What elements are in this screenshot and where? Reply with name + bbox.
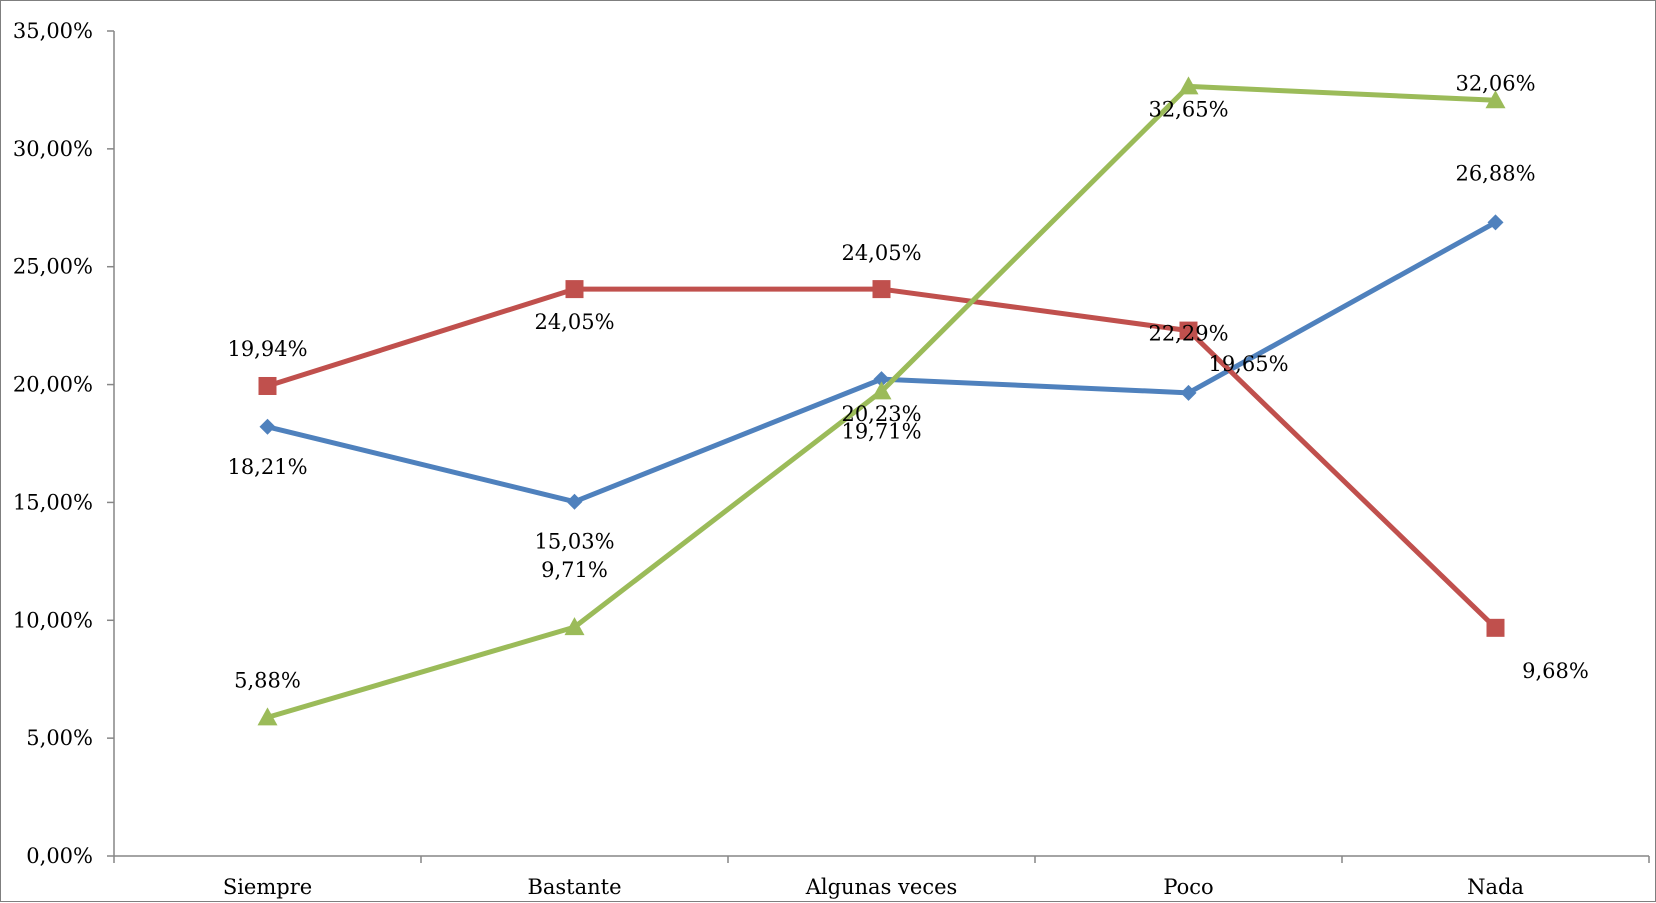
data-point-diamond — [566, 493, 583, 510]
data-label: 20,23% — [841, 402, 921, 426]
data-label: 18,21% — [227, 455, 307, 479]
data-point-diamond — [1180, 384, 1197, 401]
x-tick-label: Nada — [1467, 875, 1524, 899]
data-point-square — [1486, 618, 1505, 637]
x-tick-label: Bastante — [527, 875, 621, 899]
y-tick-label: 0,00% — [26, 844, 93, 868]
data-label: 9,71% — [541, 558, 608, 582]
data-label: 15,03% — [534, 530, 614, 554]
data-label: 5,88% — [234, 668, 301, 692]
data-label: 24,05% — [841, 241, 921, 265]
data-point-triangle — [1178, 76, 1199, 95]
data-point-square — [258, 376, 277, 395]
data-label: 32,06% — [1455, 71, 1535, 95]
data-point-triangle — [871, 381, 892, 400]
data-point-triangle — [564, 617, 585, 636]
x-tick-label: Poco — [1163, 875, 1213, 899]
x-tick-label: Algunas veces — [805, 875, 958, 899]
data-label: 22,29% — [1148, 322, 1228, 346]
y-tick-label: 30,00% — [13, 137, 93, 161]
y-tick-label: 10,00% — [13, 608, 93, 632]
series-markers — [257, 76, 1506, 726]
data-point-triangle — [257, 707, 278, 726]
y-tick-label: 20,00% — [13, 373, 93, 397]
data-labels: 18,21% 15,03% 20,23% 19,65% 26,88% 19,94% 24,0… — [227, 71, 1588, 692]
series-line — [266, 286, 1498, 630]
data-label: 19,71% — [841, 419, 921, 443]
data-label: 19,94% — [227, 337, 307, 361]
data-point-diamond — [259, 418, 276, 435]
axes: 0,00% 5,00% 10,00% 15,00% 20,00% 25,00% 30,00%… — [13, 19, 1650, 899]
y-tick-label: 35,00% — [13, 19, 93, 43]
data-point-triangle — [1485, 90, 1506, 109]
data-label: 19,65% — [1208, 352, 1288, 376]
data-point-square — [872, 280, 891, 299]
data-point-diamond — [873, 371, 890, 388]
data-label: 32,65% — [1148, 97, 1228, 121]
data-label: 9,68% — [1522, 659, 1589, 683]
y-tick-label: 25,00% — [13, 255, 93, 279]
data-point-square — [565, 280, 584, 299]
data-label: 24,05% — [534, 310, 614, 334]
y-tick-label: 5,00% — [26, 726, 93, 750]
data-label: 26,88% — [1455, 161, 1535, 185]
y-tick-label: 15,00% — [13, 490, 93, 514]
x-tick-label: Siempre — [223, 875, 312, 899]
data-point-diamond — [1487, 214, 1504, 231]
data-point-square — [1179, 321, 1198, 340]
